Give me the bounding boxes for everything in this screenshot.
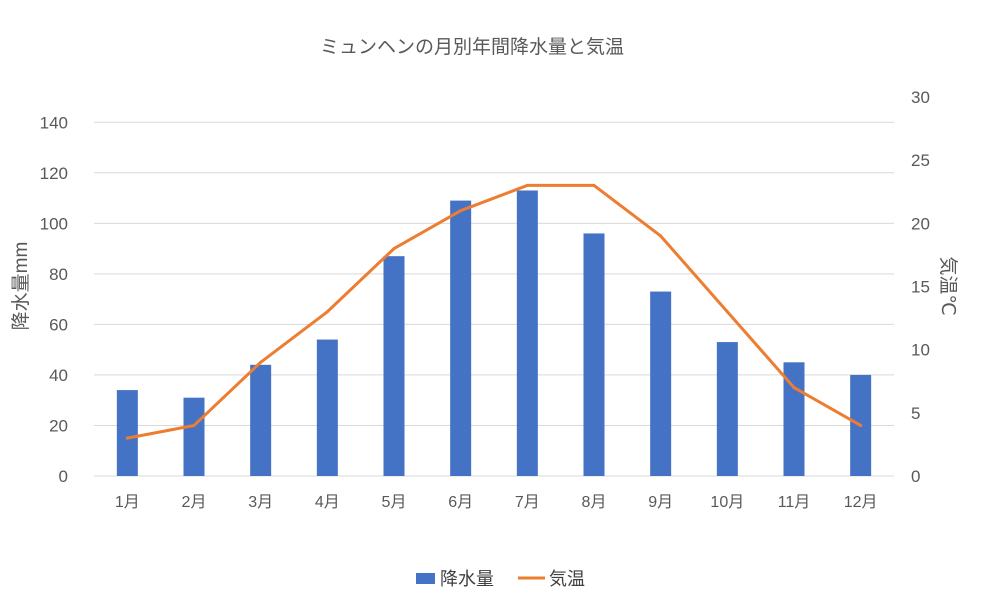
temperature-point-3 [259,360,263,364]
temperature-point-10 [725,310,729,314]
x-tick-label: 11月 [778,494,811,511]
x-tick-label: 6月 [448,494,473,511]
y-left-tick-label: 0 [59,467,68,486]
gridlines [94,121,894,477]
x-tick-label: 2月 [182,494,207,511]
precipitation-bar-9 [650,291,672,476]
temperature-point-4 [325,310,329,314]
chart-title: ミュンヘンの月別年間降水量と気温 [320,36,624,58]
x-tick-label: 7月 [515,494,540,511]
temperature-point-7 [525,183,529,187]
x-axis-ticks: 1月 2月 3月 4月 5月 6月 7月 8月 9月 10月 11月 12月 [115,494,878,511]
precipitation-bar-5 [383,256,405,476]
precipitation-bar-1 [116,390,138,476]
y-right-tick-label: 10 [911,341,930,360]
temperature-point-2 [192,423,196,427]
precipitation-bar-3 [250,364,272,476]
precipitation-bar-10 [716,342,738,476]
x-tick-label: 4月 [315,494,340,511]
precipitation-bar-6 [450,200,472,477]
x-tick-label: 1月 [115,494,140,511]
y-right-tick-label: 0 [911,467,920,486]
precipitation-bar-8 [583,233,605,476]
x-tick-label: 8月 [582,494,607,511]
legend-label-precipitation: 降水量 [440,569,494,589]
temperature-point-6 [459,209,463,213]
y-axis-left-ticks: 0 20 40 60 80 100 120 140 [40,113,68,486]
y-left-tick-label: 140 [40,113,68,132]
y-right-tick-label: 30 [911,88,930,107]
legend-label-temperature: 気温 [549,569,585,589]
precipitation-bar-2 [183,397,205,476]
x-tick-label: 3月 [248,494,273,511]
y-axis-right-ticks: 0 5 10 15 20 25 30 [911,88,930,486]
precipitation-bar-4 [316,339,338,476]
temperature-point-11 [792,386,796,390]
y-right-tick-label: 15 [911,278,930,297]
temperature-point-8 [592,183,596,187]
temperature-point-12 [859,423,863,427]
temperature-point-9 [659,234,663,238]
temperature-point-5 [392,247,396,251]
y-left-tick-label: 40 [49,366,68,385]
y-axis-title-left: 降水量mm [10,242,32,331]
x-tick-label: 10月 [710,494,744,511]
x-tick-label: 12月 [844,494,878,511]
x-tick-label: 5月 [382,494,407,511]
precipitation-bars [116,190,872,477]
temperature-point-1 [125,436,129,440]
temperature-series [125,183,863,440]
y-left-tick-label: 80 [49,265,68,284]
y-left-tick-label: 100 [40,214,68,233]
legend: 降水量 気温 [416,569,585,589]
y-left-tick-label: 120 [40,164,68,183]
y-left-tick-label: 60 [49,315,68,334]
y-right-tick-label: 5 [911,404,920,423]
y-left-tick-label: 20 [49,416,68,435]
temperature-line [125,183,863,440]
x-tick-label: 9月 [648,494,673,511]
precipitation-bar-7 [516,190,538,476]
y-right-tick-label: 20 [911,214,930,233]
y-axis-title-right: 気温℃ [937,256,959,315]
y-right-tick-label: 25 [911,151,930,170]
legend-swatch-precipitation [416,573,435,584]
